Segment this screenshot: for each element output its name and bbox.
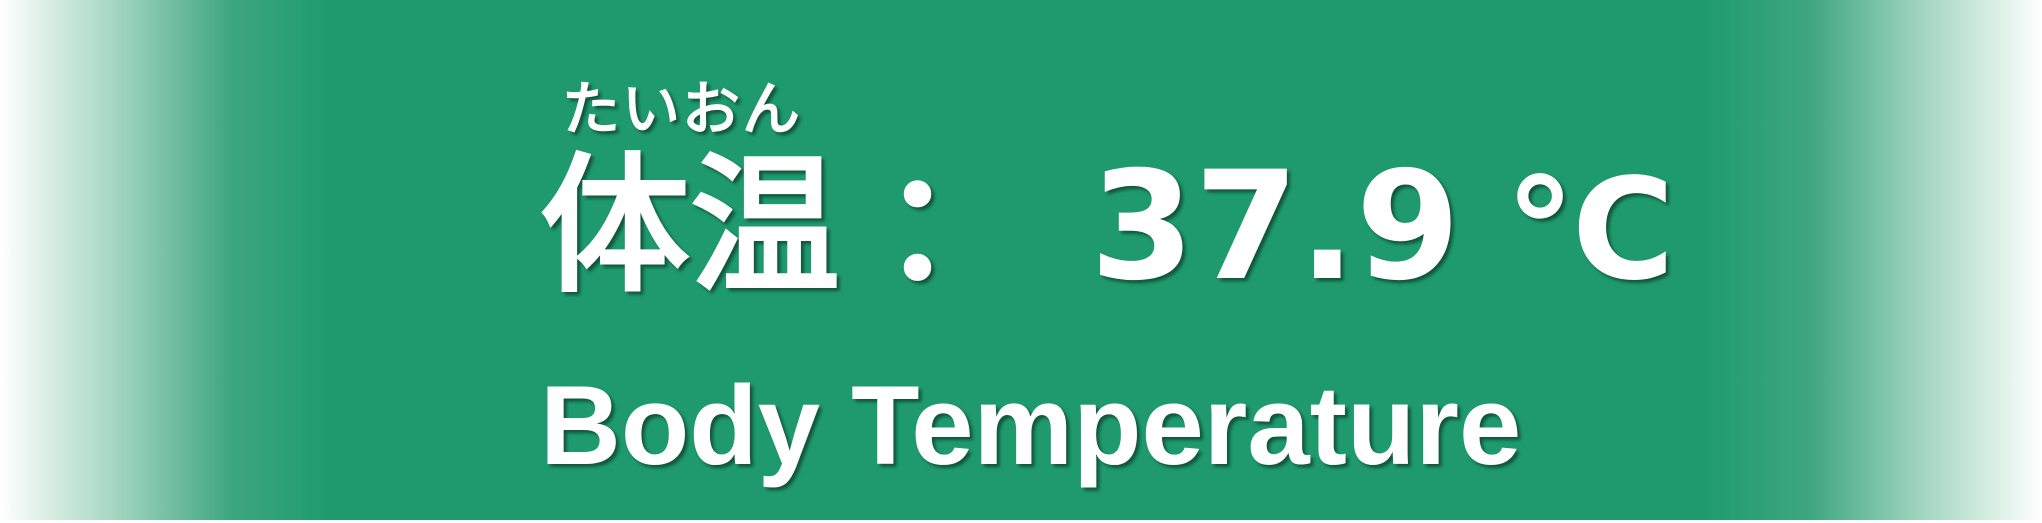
- temperature-display: 体温 ： 37.9 ℃: [540, 152, 1675, 302]
- temperature-label-jp: 体温: [540, 140, 841, 314]
- furigana-reading: たいおん: [562, 75, 803, 143]
- separator-colon: ：: [880, 140, 1031, 314]
- temperature-label-en: Body Temperature: [540, 363, 1522, 488]
- temperature-unit: ℃: [1505, 149, 1675, 312]
- temperature-value: 37.9: [1090, 140, 1461, 314]
